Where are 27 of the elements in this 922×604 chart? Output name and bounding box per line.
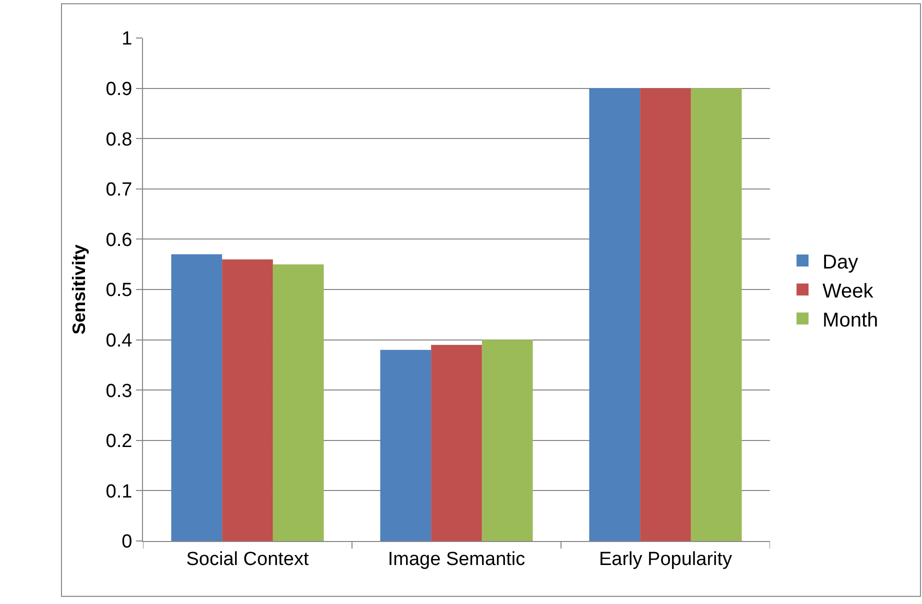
x-tick-label: Social Context: [186, 548, 310, 570]
bar: [222, 259, 273, 541]
y-tick-label: 0.1: [106, 481, 132, 502]
bar: [482, 340, 533, 541]
bar: [589, 88, 640, 541]
bar: [380, 350, 432, 541]
legend-label: Month: [822, 309, 878, 332]
y-tick-label: 0.8: [106, 129, 132, 150]
bar: [640, 88, 691, 541]
legend-label: Week: [822, 280, 874, 302]
y-tick-label: 0.9: [106, 78, 132, 100]
y-tick-label: 0.6: [106, 230, 132, 251]
x-tick-label: Early Popularity: [598, 548, 733, 570]
y-tick-label: 0.4: [106, 330, 133, 352]
y-tick-label: 0.5: [106, 280, 132, 302]
y-axis-title: Sensitivity: [68, 244, 89, 335]
legend-label: Day: [822, 251, 858, 274]
x-tick-label: Image Semantic: [388, 548, 526, 570]
y-tick-label: 0: [122, 532, 132, 553]
y-tick-label: 0.7: [106, 180, 132, 201]
bar: [272, 264, 324, 541]
y-tick-label: 0.3: [106, 380, 132, 402]
bar: [431, 344, 482, 541]
bar: [690, 88, 742, 541]
y-tick-label: 0.2: [106, 431, 132, 452]
bar: [171, 254, 222, 541]
y-tick-label: 1: [122, 28, 132, 50]
